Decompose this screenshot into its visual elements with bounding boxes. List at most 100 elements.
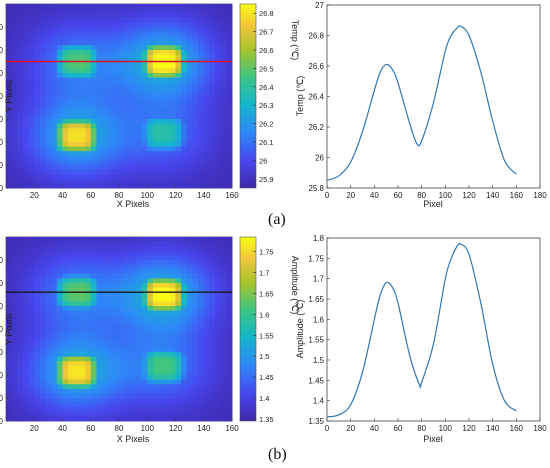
heatmap-cell [141, 40, 148, 46]
heatmap-cell [6, 365, 13, 371]
heatmap-cell [192, 306, 199, 311]
heatmap-cell [107, 296, 114, 302]
heatmap-cell [6, 250, 13, 256]
heatmap-cell [175, 393, 182, 399]
heatmap-cell [203, 393, 210, 399]
heatmap-cell [181, 370, 188, 376]
heatmap-cell [141, 114, 148, 120]
heatmap-cell [226, 393, 233, 399]
heatmap-cell [130, 119, 137, 124]
heatmap-cell [158, 283, 165, 288]
heatmap-cell [152, 128, 159, 134]
heatmap-cell [102, 77, 109, 83]
heatmap-cell [158, 174, 165, 180]
heatmap-cell [186, 241, 193, 247]
x-tick-label: 100 [439, 191, 453, 200]
heatmap-cell [6, 114, 13, 120]
heatmap-cell [28, 296, 35, 302]
heatmap-cell [152, 50, 159, 55]
heatmap-cell [56, 8, 63, 14]
heatmap-cell [73, 142, 80, 147]
heatmap-cell [51, 105, 58, 111]
heatmap-cell [181, 4, 188, 9]
heatmap-cell [152, 375, 159, 380]
heatmap-cell [39, 178, 46, 184]
heatmap-cell [181, 13, 188, 19]
heatmap-cell [73, 174, 80, 180]
heatmap-cell [51, 17, 58, 23]
heatmap-cell [186, 128, 193, 134]
heatmap-cell [119, 128, 126, 134]
heatmap-cell [186, 329, 193, 334]
heatmap-cell [34, 17, 41, 23]
heatmap-cell [164, 178, 171, 184]
heatmap-cell [226, 86, 233, 92]
heatmap-cell [62, 416, 69, 422]
heatmap-cell [141, 123, 148, 129]
heatmap-cell [17, 160, 24, 166]
heatmap-cell [22, 151, 29, 157]
heatmap-cell [135, 241, 142, 247]
heatmap-cell [169, 73, 176, 78]
heatmap-cell [220, 365, 227, 371]
heatmap-cell [39, 77, 46, 83]
heatmap-cell [11, 306, 18, 311]
y-tick-label: 1.65 [308, 295, 324, 304]
heatmap-cell [215, 8, 222, 14]
heatmap-cell [11, 137, 18, 143]
heatmap-cell [79, 96, 86, 101]
heatmap-cell [90, 278, 97, 284]
heatmap-cell [152, 151, 159, 157]
heatmap-cell [226, 105, 233, 111]
heatmap-cell [158, 398, 165, 403]
heatmap-cell [124, 296, 131, 302]
heatmap-cell [220, 96, 227, 101]
heatmap-cell [181, 324, 188, 330]
heatmap-cell [215, 178, 222, 184]
heatmap-cell [28, 411, 35, 417]
heatmap-cell [102, 4, 109, 9]
heatmap-cell [192, 174, 199, 180]
heatmap-cell [28, 365, 35, 371]
heatmap-cell [17, 237, 24, 242]
heatmap-cell [130, 379, 137, 385]
heatmap-cell [220, 77, 227, 83]
heatmap-cell [152, 31, 159, 37]
heatmap-cell [90, 137, 97, 143]
heatmap-cell [85, 287, 92, 293]
heatmap-cell [152, 8, 159, 14]
heatmap-cell [45, 151, 52, 157]
heatmap-cell [169, 416, 176, 422]
heatmap-cell [62, 165, 69, 170]
heatmap-cell [79, 178, 86, 184]
heatmap-cell [152, 241, 159, 247]
heatmap-cell [152, 13, 159, 19]
heatmap-cell [17, 292, 24, 298]
heatmap-cell [186, 260, 193, 265]
heatmap-cell [141, 292, 148, 298]
heatmap-cell [6, 8, 13, 14]
heatmap-cell [68, 338, 75, 344]
heatmap-cell [192, 123, 199, 129]
heatmap-cell [11, 287, 18, 293]
heatmap-cell [158, 324, 165, 330]
heatmap-cell [68, 73, 75, 78]
heatmap-cell [169, 338, 176, 344]
heatmap-cell [192, 296, 199, 302]
heatmap-cell [73, 86, 80, 92]
heatmap-cell [209, 114, 216, 120]
heatmap-cell [169, 306, 176, 311]
heatmap-cell [130, 91, 137, 97]
heatmap-cell [135, 63, 142, 69]
line-chart-a-series [326, 25, 517, 181]
heatmap-cell [226, 388, 233, 394]
heatmap-cell [119, 379, 126, 385]
heatmap-cell [11, 36, 18, 42]
heatmap-cell [209, 50, 216, 55]
heatmap-cell [164, 31, 171, 37]
heatmap-cell [141, 183, 148, 189]
heatmap-cell [45, 310, 52, 316]
heatmap-cell [68, 100, 75, 106]
heatmap-cell [203, 4, 210, 9]
